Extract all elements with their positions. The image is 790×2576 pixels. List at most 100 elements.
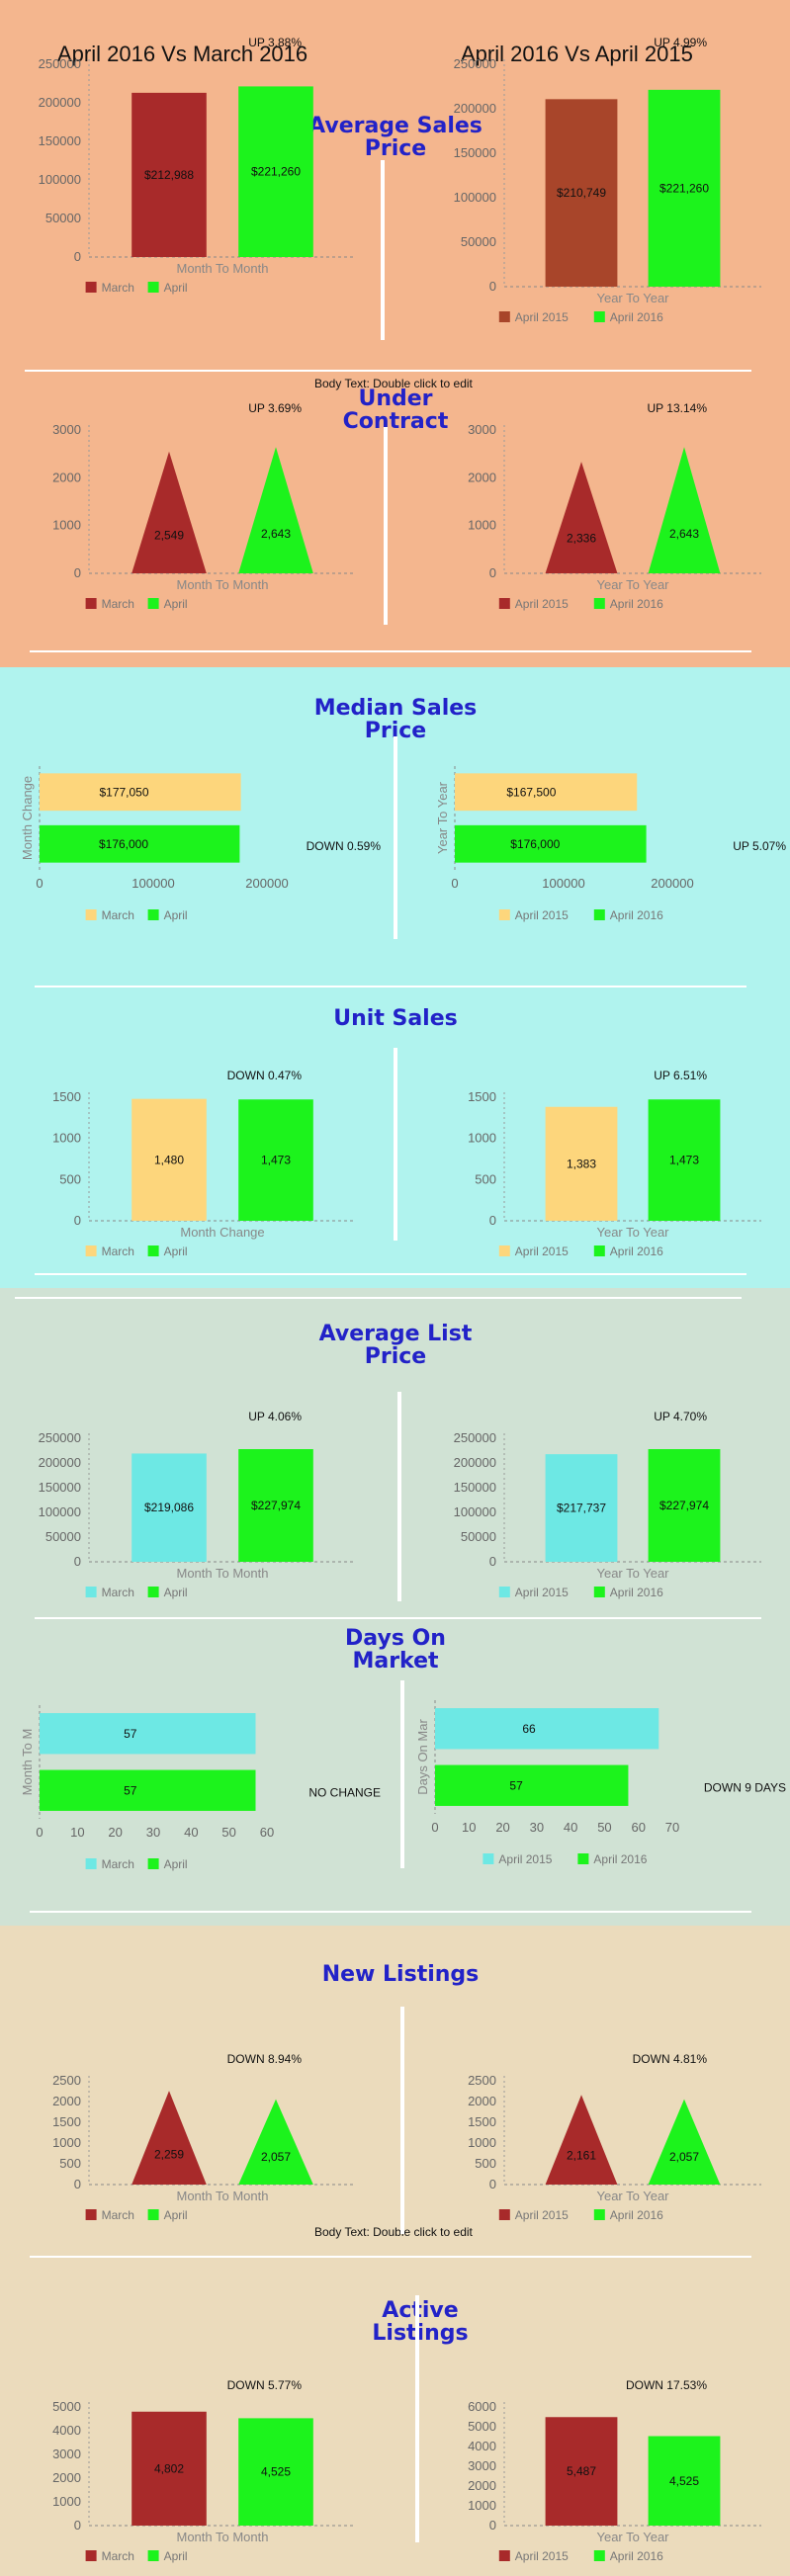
y-tick-label: 5000 [468,2419,496,2434]
x-tick-label: 0 [451,876,458,891]
x-axis-label: Year To Year [596,577,669,592]
chart-3: March April 0 1000 2000 3000 2,549 2,643 Month T… [52,401,356,611]
y-tick-label: 100000 [454,1504,496,1519]
legend-swatch [593,2209,605,2220]
y-tick-label: 1500 [468,1089,496,1104]
y-tick-label: 150000 [454,1480,496,1495]
data-label: $176,000 [510,837,560,851]
hbar-march [40,773,241,812]
change-label: UP 3.88% [248,36,302,49]
data-label: $227,974 [251,1499,301,1512]
x-tick-label: 60 [631,1820,645,1835]
legend-label: April 2016 [593,1852,647,1866]
title-unit-sales: Unit Sales [333,1006,458,1031]
legend-swatch [85,1587,97,1597]
y-tick-label: 1500 [52,2114,81,2129]
x-tick-label: 30 [530,1820,544,1835]
horizontal-divider [30,650,751,652]
legend-swatch [85,2550,97,2561]
change-label: DOWN 0.59% [307,839,382,853]
y-tick-label: 1500 [468,2114,496,2129]
legend-label: April 2015 [515,2549,569,2563]
header-right-title: April 2016 Vs April 2015 [461,42,693,66]
bar-march [132,92,207,258]
x-tick-label: 10 [70,1825,84,1840]
y-tick-label: 0 [74,2518,81,2533]
y-axis-label: Month Change [20,776,35,860]
change-label: UP 5.07% [733,839,786,853]
data-label: $176,000 [99,837,148,851]
chart-16: April 2015 April 2016 0 1000 2000 3000 4000 500… [468,2378,761,2563]
x-tick-label: 100000 [132,876,174,891]
y-tick-label: 200000 [39,1455,81,1470]
legend-label: April [164,2208,188,2222]
hbar-april-2015 [435,1708,659,1750]
data-label: $219,086 [144,1501,194,1514]
x-tick-label: 10 [462,1820,476,1835]
y-tick-label: 200000 [39,95,81,110]
legend-swatch [147,598,159,609]
vertical-divider [400,2007,404,2234]
y-tick-label: 100000 [39,172,81,187]
legend-label: April 2016 [610,1245,663,1258]
x-tick-label: 50 [597,1820,611,1835]
data-label: $227,974 [659,1499,709,1512]
y-tick-label: 3000 [52,422,81,437]
horizontal-divider [30,2256,751,2258]
hbar-april-2015 [455,773,638,812]
title-average-list-price: Average List Price [318,1322,473,1369]
legend-label: March [102,1857,134,1871]
data-label: 1,473 [669,1154,699,1167]
y-tick-label: 2000 [468,2094,496,2108]
legend-swatch [85,1245,97,1256]
legend-swatch [85,282,97,293]
y-tick-label: 1000 [468,2135,496,2150]
bar-april-2016 [648,89,721,287]
x-axis-label: Month To Month [177,1566,269,1581]
legend-swatch [147,1587,159,1597]
title-under-contract: Under Contract [342,386,449,434]
legend-label: April 2016 [610,2208,663,2222]
bar-april-2016 [648,1099,721,1221]
x-axis-label: Month To Month [177,2530,269,2544]
legend-label: April 2015 [515,1245,569,1258]
y-tick-label: 3000 [468,2458,496,2473]
legend-swatch [593,311,605,322]
legend-label: April [164,281,188,295]
legend-label: April 2015 [515,597,569,611]
x-tick-label: 70 [665,1820,679,1835]
change-label: UP 13.14% [648,401,708,415]
x-tick-label: 0 [36,876,43,891]
bar-march [132,2411,207,2526]
y-tick-label: 3000 [468,422,496,437]
y-tick-label: 5000 [52,2399,81,2414]
legend-swatch [498,598,510,609]
triangle-april-2016 [648,447,721,573]
horizontal-divider [25,370,751,372]
y-tick-label: 0 [74,2177,81,2191]
triangle-april-2015 [545,462,618,573]
y-tick-label: 0 [74,1213,81,1228]
data-label: $217,737 [557,1502,606,1515]
bar-april [238,2418,313,2526]
triangle-april [238,2099,313,2185]
body-text-placeholder-2[interactable]: Body Text: Double click to edit [314,2225,473,2239]
legend-swatch [593,1587,605,1597]
triangle-april [238,447,313,573]
legend-swatch [147,909,159,920]
change-label: UP 6.51% [654,1069,707,1082]
y-tick-label: 0 [489,1554,496,1569]
chart-1: March April 0 50000 100000 150000 200000 250000… [39,36,356,295]
title-median-sales-price: Median Sales Price [313,696,478,743]
y-tick-label: 3000 [52,2447,81,2461]
x-tick-label: 200000 [245,876,288,891]
x-axis-label: Year To Year [596,291,669,305]
y-tick-label: 50000 [461,234,496,249]
y-tick-label: 0 [489,2177,496,2191]
x-tick-label: 40 [184,1825,198,1840]
body-text-placeholder-1[interactable]: Body Text: Double click to edit [314,377,473,390]
data-label: 4,802 [154,2461,184,2475]
chart-6: April 2015 April 2016 0 100000 200000 $167,50… [435,766,786,922]
legend-label: April [164,597,188,611]
legend-swatch [498,1587,510,1597]
